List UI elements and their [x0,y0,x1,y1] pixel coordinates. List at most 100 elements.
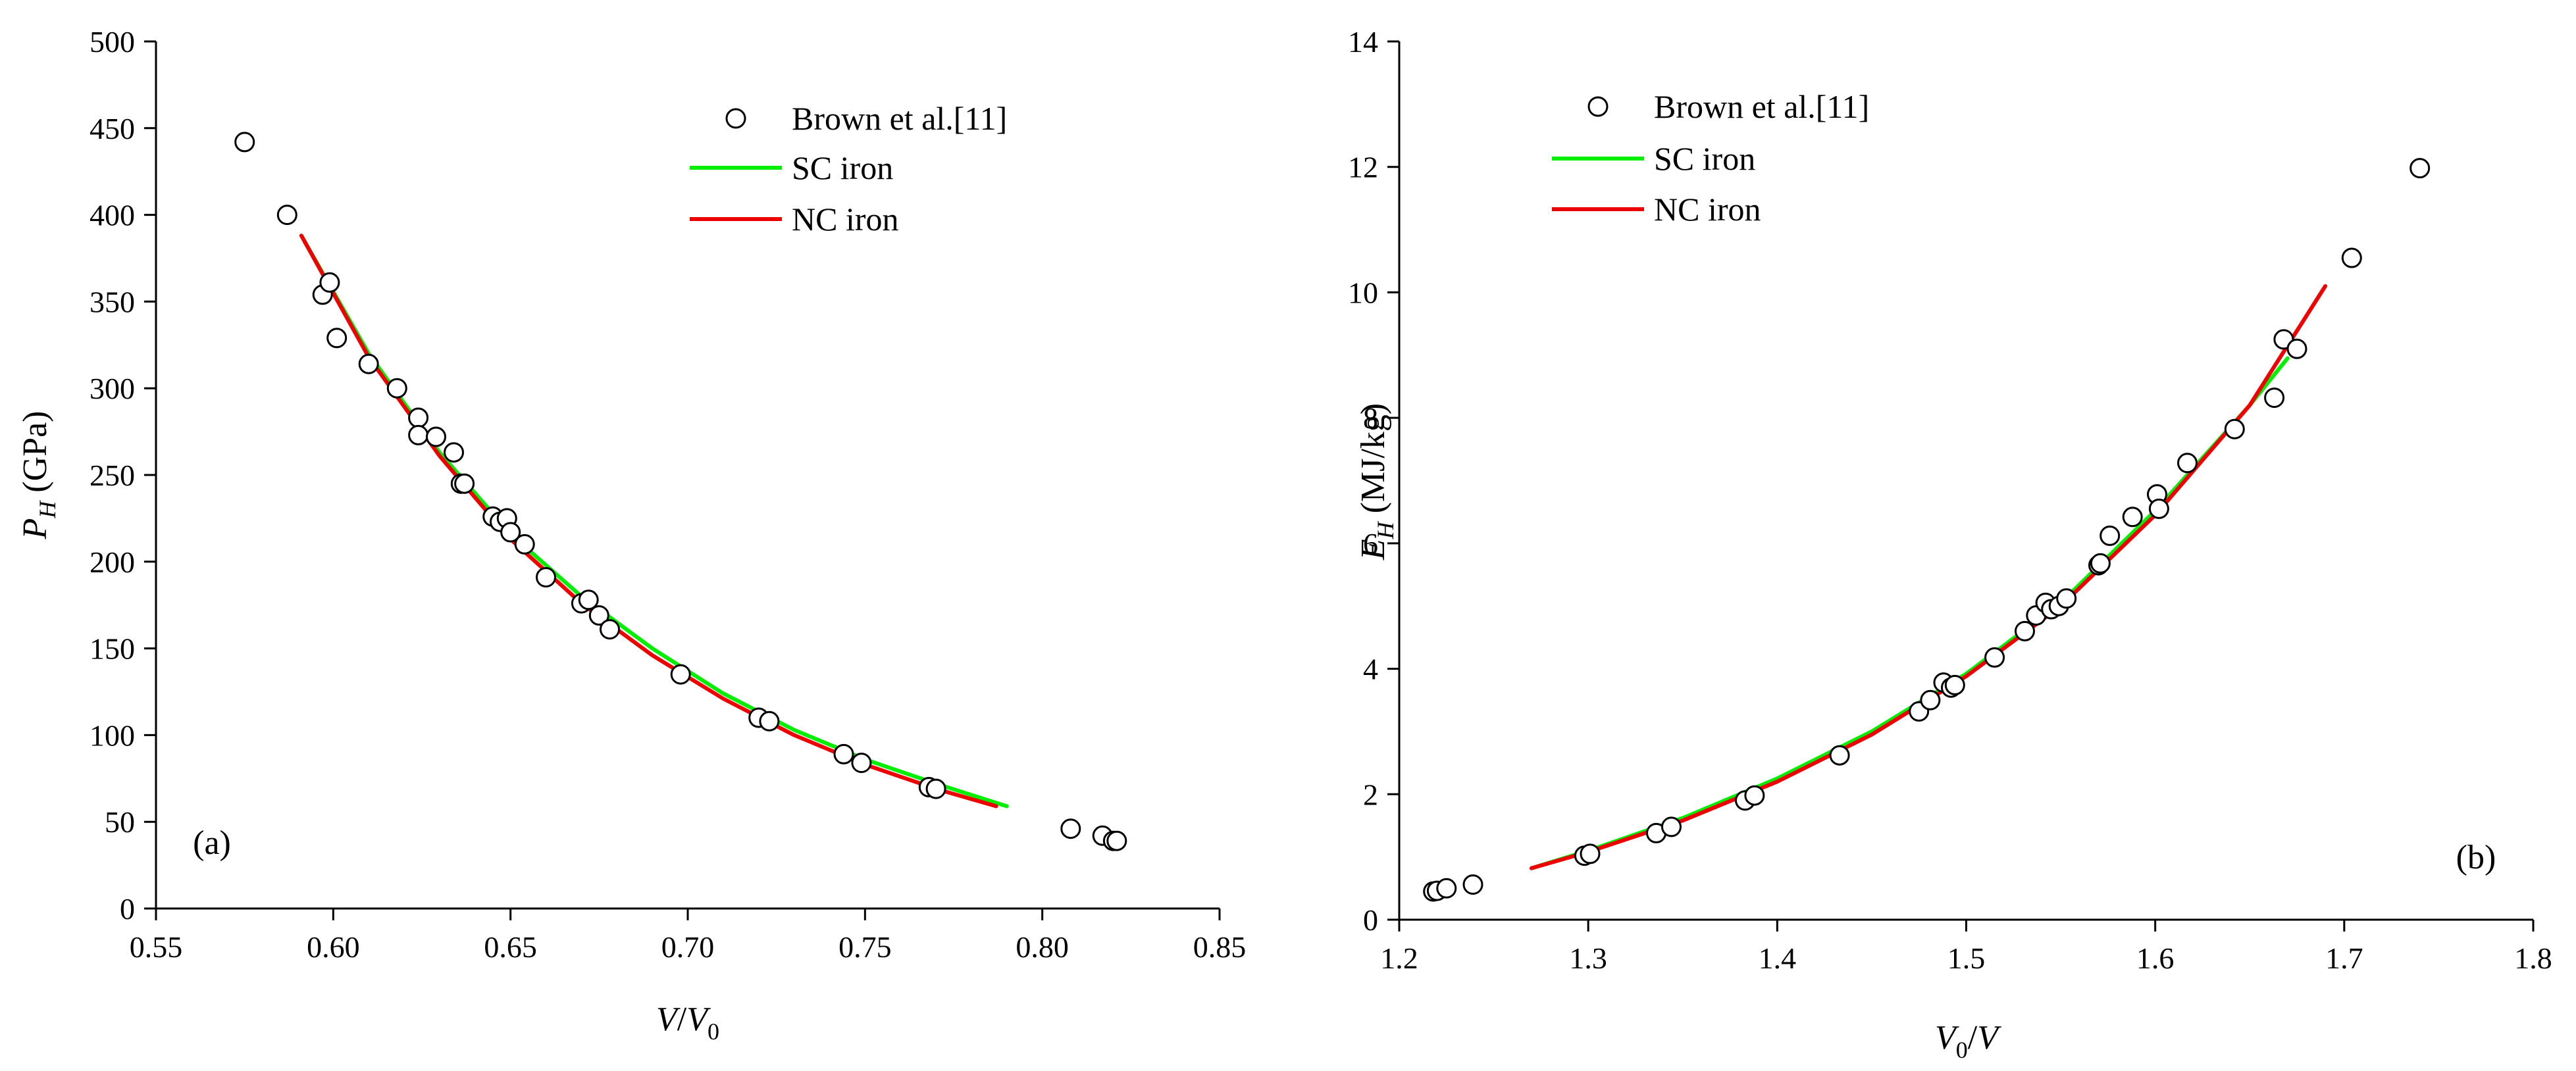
data-point [444,442,464,463]
data-point [833,743,854,764]
x-axis-label-sub2: 0 [708,1018,719,1045]
series-line-nc-iron [1530,284,2328,870]
x-axis-label: V/V0 [656,1001,719,1045]
legend-label: SC iron [1654,140,1755,177]
data-point [2099,525,2121,546]
legend-marker-icon [1587,96,1609,117]
data-point [426,426,446,447]
data-point [2015,620,2035,641]
legend-label: NC iron [1654,191,1761,228]
data-point [1920,689,1941,710]
data-point [2264,387,2285,409]
y-tick-label: 100 [90,718,135,752]
data-point [319,272,340,293]
data-point [2286,338,2307,359]
y-tick-label: 450 [90,112,135,145]
data-point [2409,158,2431,179]
data-point [408,424,429,445]
data-point [588,605,609,626]
y-tick-label: 300 [90,372,135,405]
x-axis-label-var: V [656,1001,681,1038]
y-tick-label: 6 [1363,527,1378,560]
y-axis-label-sub: H [1372,520,1399,539]
y-axis-label-unit: (MJ/kg) [1354,403,1392,522]
data-point [2341,247,2362,268]
y-tick-label: 150 [90,632,135,666]
data-point [1744,785,1765,806]
y-axis-label: PH (GPa) [16,411,61,540]
legend: Brown et al.[11] SC iron NC iron [690,100,1007,237]
data-point [925,778,946,799]
series-line-sc-iron [299,234,1009,809]
x-tick-label: 1.7 [2325,941,2363,975]
y-tick-label: 200 [90,545,135,579]
data-point [1106,830,1127,851]
data-point [2090,553,2111,574]
data-point [759,710,780,732]
x-axis-label-var2: V [686,1001,711,1038]
x-tick-label: 0.55 [130,930,183,964]
y-tick-label: 4 [1363,653,1378,686]
series-line-nc-iron [299,234,998,809]
y-tick-label: 0 [120,892,135,926]
x-tick-label: 0.65 [484,930,537,964]
data-point [1580,843,1601,864]
x-axis-label: V0/V [1935,1019,2001,1063]
y-axis-label-var: E [1354,539,1392,560]
data-point [1661,816,1682,837]
data-point [276,205,297,226]
y-tick-label: 8 [1363,401,1378,435]
x-tick-label: 1.3 [1569,941,1607,975]
data-point [2056,588,2077,609]
data-point [1436,878,1457,899]
data-point [851,753,872,774]
y-tick-label: 10 [1348,276,1378,309]
x-tick-label: 1.5 [1947,941,1986,975]
x-axis-label-sep: / [677,1001,687,1038]
y-tick-label: 250 [90,459,135,492]
data-point [1829,745,1850,766]
data-point [514,534,535,555]
y-tick-label: 0 [1363,903,1378,937]
legend-label: Brown et al.[11] [1654,88,1869,125]
legend-label: SC iron [792,149,893,186]
x-tick-label: 0.80 [1016,930,1069,964]
x-tick-label: 1.2 [1380,941,1418,975]
x-axis-label-sub: 0 [1956,1037,1968,1063]
x-tick-label: 0.70 [661,930,715,964]
legend-marker-icon [725,108,746,129]
data-point [1462,874,1483,895]
panel-label: (a) [193,824,231,862]
y-axis-label-var: P [16,518,54,540]
x-tick-label: 1.8 [2514,941,2552,975]
y-tick-label: 400 [90,199,135,232]
x-tick-label: 0.85 [1193,930,1247,964]
data-point [2177,453,2198,474]
x-tick-label: 0.60 [307,930,360,964]
data-point [2148,498,2169,519]
data-point [408,407,429,428]
data-point [386,378,407,399]
data-point [1984,647,2005,668]
y-tick-label: 2 [1363,778,1378,811]
data-point [454,473,475,494]
data-point [600,619,620,640]
x-tick-label: 0.75 [838,930,892,964]
chart-panel-a: 0 50 100 150 200 250 300 350 400 450 500 0.55 0.60 0.… [16,25,1246,1045]
data-point [1944,674,1965,695]
data-point [1060,818,1081,839]
data-point [2122,507,2143,528]
x-tick-label: 1.4 [1759,941,1797,975]
y-axis-label: EH (MJ/kg) [1354,403,1399,560]
chart-panel-b: 0 2 4 6 8 10 12 14 1.2 1.3 1.4 1.5 1.6 1.7 1.8 EH (MJ/k… [1348,25,2552,1063]
data-point [578,589,599,610]
data-point [326,328,348,349]
legend-label: Brown et al.[11] [792,100,1007,137]
y-axis-label-unit: (GPa) [16,411,54,501]
y-axis-label-sub: H [34,500,61,519]
series-line-sc-iron [1530,356,2290,870]
x-axis-label-var: V [1935,1019,1959,1057]
legend-label: NC iron [792,201,899,237]
x-axis-label-sep: / [1968,1019,1978,1057]
